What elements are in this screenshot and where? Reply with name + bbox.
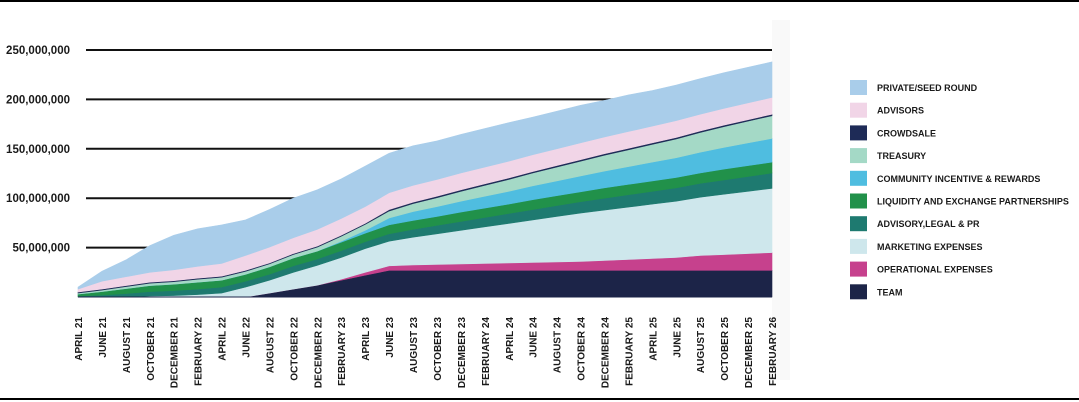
legend-swatch [850, 238, 867, 254]
legend-swatch [850, 80, 867, 95]
x-tick-label: JUNE 23 [385, 317, 396, 358]
x-tick-label: FEBRUARY 22 [194, 317, 205, 386]
x-tick-label: JUNE 22 [242, 317, 253, 358]
x-tick-label: AUGUST 25 [696, 317, 707, 374]
x-tick-label: DECEMBER 25 [744, 317, 755, 389]
legend-swatch [850, 284, 867, 300]
y-tick-label: 150,000,000 [6, 144, 70, 156]
x-tick-label: OCTOBER 25 [720, 317, 731, 381]
x-tick-label: OCTOBER 22 [289, 317, 300, 381]
top-border [0, 0, 1079, 2]
legend-swatch [850, 125, 867, 141]
x-tick-label: APRIL 22 [218, 317, 229, 361]
x-tick-label: FEBRUARY 26 [768, 317, 779, 386]
x-tick-label: OCTOBER 21 [146, 317, 157, 381]
x-tick-label: JUNE 25 [672, 317, 683, 358]
x-tick-label: DECEMBER 23 [457, 317, 468, 389]
x-tick-label: DECEMBER 21 [170, 317, 181, 389]
legend-label: PRIVATE/SEED ROUND [877, 83, 978, 93]
legend-label: MARKETING EXPENSES [877, 242, 983, 252]
x-tick-label: APRIL 21 [74, 317, 85, 361]
x-tick-label: APRIL 23 [361, 317, 372, 361]
legend-label: COMMUNITY INCENTIVE & REWARDS [877, 174, 1040, 184]
y-tick-label: 200,000,000 [6, 94, 70, 106]
legend: PRIVATE/SEED ROUND ADVISORS CROWDSALE TREAS… [850, 80, 1069, 300]
x-tick-label: DECEMBER 22 [313, 317, 324, 389]
y-tick-label: 250,000,000 [6, 45, 70, 57]
x-tick-label: FEBRUARY 25 [624, 317, 635, 386]
x-tick-label: OCTOBER 23 [433, 317, 444, 381]
legend-label: ADVISORS [877, 106, 924, 116]
y-axis-ticks: 50,000,000 100,000,000 150,000,000 200,000,… [6, 45, 70, 255]
legend-swatch [850, 216, 867, 232]
legend-label: TEAM [877, 287, 903, 297]
x-tick-label: DECEMBER 24 [600, 317, 611, 389]
x-tick-label: AUGUST 22 [265, 317, 276, 374]
legend-label: LIQUIDITY AND EXCHANGE PARTNERSHIPS [877, 197, 1069, 207]
legend-label: OPERATIONAL EXPENSES [877, 265, 993, 275]
area-series-private-seed-round [77, 61, 773, 290]
x-tick-label: AUGUST 23 [409, 317, 420, 374]
x-tick-label: JUNE 21 [98, 317, 109, 358]
x-tick-label: APRIL 25 [648, 317, 659, 361]
area-series [77, 61, 773, 298]
y-tick-label: 100,000,000 [6, 193, 70, 205]
x-tick-label: AUGUST 21 [122, 317, 133, 374]
legend-swatch [850, 102, 867, 118]
x-axis-ticks: APRIL 21 JUNE 21 AUGUST 21 OCTOBER 21 DECEMB… [74, 317, 779, 389]
x-tick-label: APRIL 24 [505, 317, 516, 361]
legend-label: CROWDSALE [877, 128, 936, 138]
chart-right-shade [772, 20, 790, 380]
x-tick-label: AUGUST 24 [553, 317, 564, 374]
legend-swatch [850, 193, 867, 209]
bottom-border [0, 398, 1079, 400]
legend-swatch [850, 261, 867, 277]
legend-label: TREASURY [877, 151, 926, 161]
x-tick-label: OCTOBER 24 [577, 317, 588, 381]
y-tick-label: 50,000,000 [12, 243, 70, 255]
legend-swatch [850, 148, 867, 164]
legend-swatch [850, 170, 867, 186]
x-tick-label: FEBRUARY 23 [337, 317, 348, 386]
x-tick-label: FEBRUARY 24 [481, 317, 492, 386]
legend-label: ADVISORY,LEGAL & PR [877, 219, 980, 229]
x-tick-label: JUNE 24 [529, 317, 540, 358]
